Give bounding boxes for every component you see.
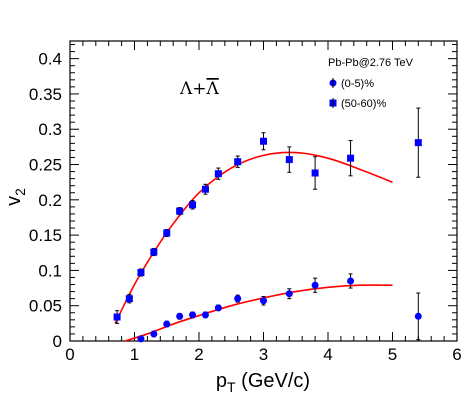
data-point-circle	[214, 304, 222, 312]
data-point-square	[176, 207, 184, 215]
data-point-square	[414, 139, 422, 147]
data-point-square	[347, 154, 355, 162]
particle-annotation-base: Λ+	[179, 79, 207, 99]
fit-curve	[114, 151, 393, 324]
data-point-square	[311, 169, 319, 177]
x-axis-title-main: p	[216, 370, 227, 392]
y-tick-label: 0.2	[38, 191, 62, 210]
y-axis-title-main: v	[3, 196, 25, 206]
legend-entry-2: (50-60)%	[341, 98, 386, 110]
data-point-square	[137, 269, 145, 277]
data-point-square	[234, 158, 242, 166]
particle-annotation: Λ+Λ	[179, 79, 220, 99]
x-tick-label: 0	[65, 345, 74, 364]
data-point-circle	[347, 277, 355, 285]
x-axis-title-unit: (GeV/c)	[236, 370, 310, 392]
y-axis-title: v2	[3, 188, 28, 206]
y-tick-label: 0	[53, 332, 62, 351]
data-point-circle	[260, 297, 267, 305]
data-point-circle	[163, 320, 171, 328]
x-axis-title: pT (GeV/c)	[216, 370, 310, 395]
data-point-circle	[137, 335, 145, 343]
x-tick-label: 3	[259, 345, 268, 364]
data-point-square	[163, 229, 171, 237]
data-point-square	[125, 295, 133, 303]
y-tick-label: 0.25	[29, 156, 62, 175]
data-point-square	[285, 156, 293, 164]
x-tick-label: 5	[388, 345, 397, 364]
y-tick-label: 0.4	[38, 50, 62, 69]
x-tick-label: 6	[452, 345, 461, 364]
particle-annotation-bar: Λ	[206, 79, 220, 99]
y-tick-label: 0.3	[38, 120, 62, 139]
data-point-square	[260, 137, 267, 145]
y-axis-title-sub: 2	[12, 188, 28, 196]
x-tick-label: 2	[194, 345, 203, 364]
data-point-circle	[150, 330, 158, 338]
data-point-square	[214, 170, 222, 178]
legend: Pb-Pb@2.76 TeV (0-5)% (50-60)%	[328, 57, 414, 110]
legend-header: Pb-Pb@2.76 TeV	[328, 57, 414, 69]
y-tick-label: 0.05	[29, 297, 62, 316]
x-tick-label: 4	[323, 345, 332, 364]
data-point-circle	[201, 311, 209, 319]
y-tick-label: 0.35	[29, 85, 62, 104]
legend-entry-1: (0-5)%	[341, 78, 374, 90]
data-point-square	[201, 185, 209, 193]
data-point-square	[150, 248, 158, 256]
data-point-square	[189, 201, 197, 209]
fit-curve	[124, 284, 393, 342]
x-axis-title-sub: T	[227, 379, 236, 395]
data-point-circle	[234, 295, 242, 303]
data-point-circle	[176, 312, 184, 320]
data-point-circle	[414, 312, 422, 320]
data-point-circle	[189, 311, 197, 319]
data-point-circle	[311, 281, 319, 289]
y-tick-label: 0.15	[29, 226, 62, 245]
y-tick-label: 0.1	[38, 261, 62, 280]
data-point-circle	[285, 290, 293, 298]
data-point-square	[113, 313, 121, 321]
x-tick-label: 1	[130, 345, 139, 364]
